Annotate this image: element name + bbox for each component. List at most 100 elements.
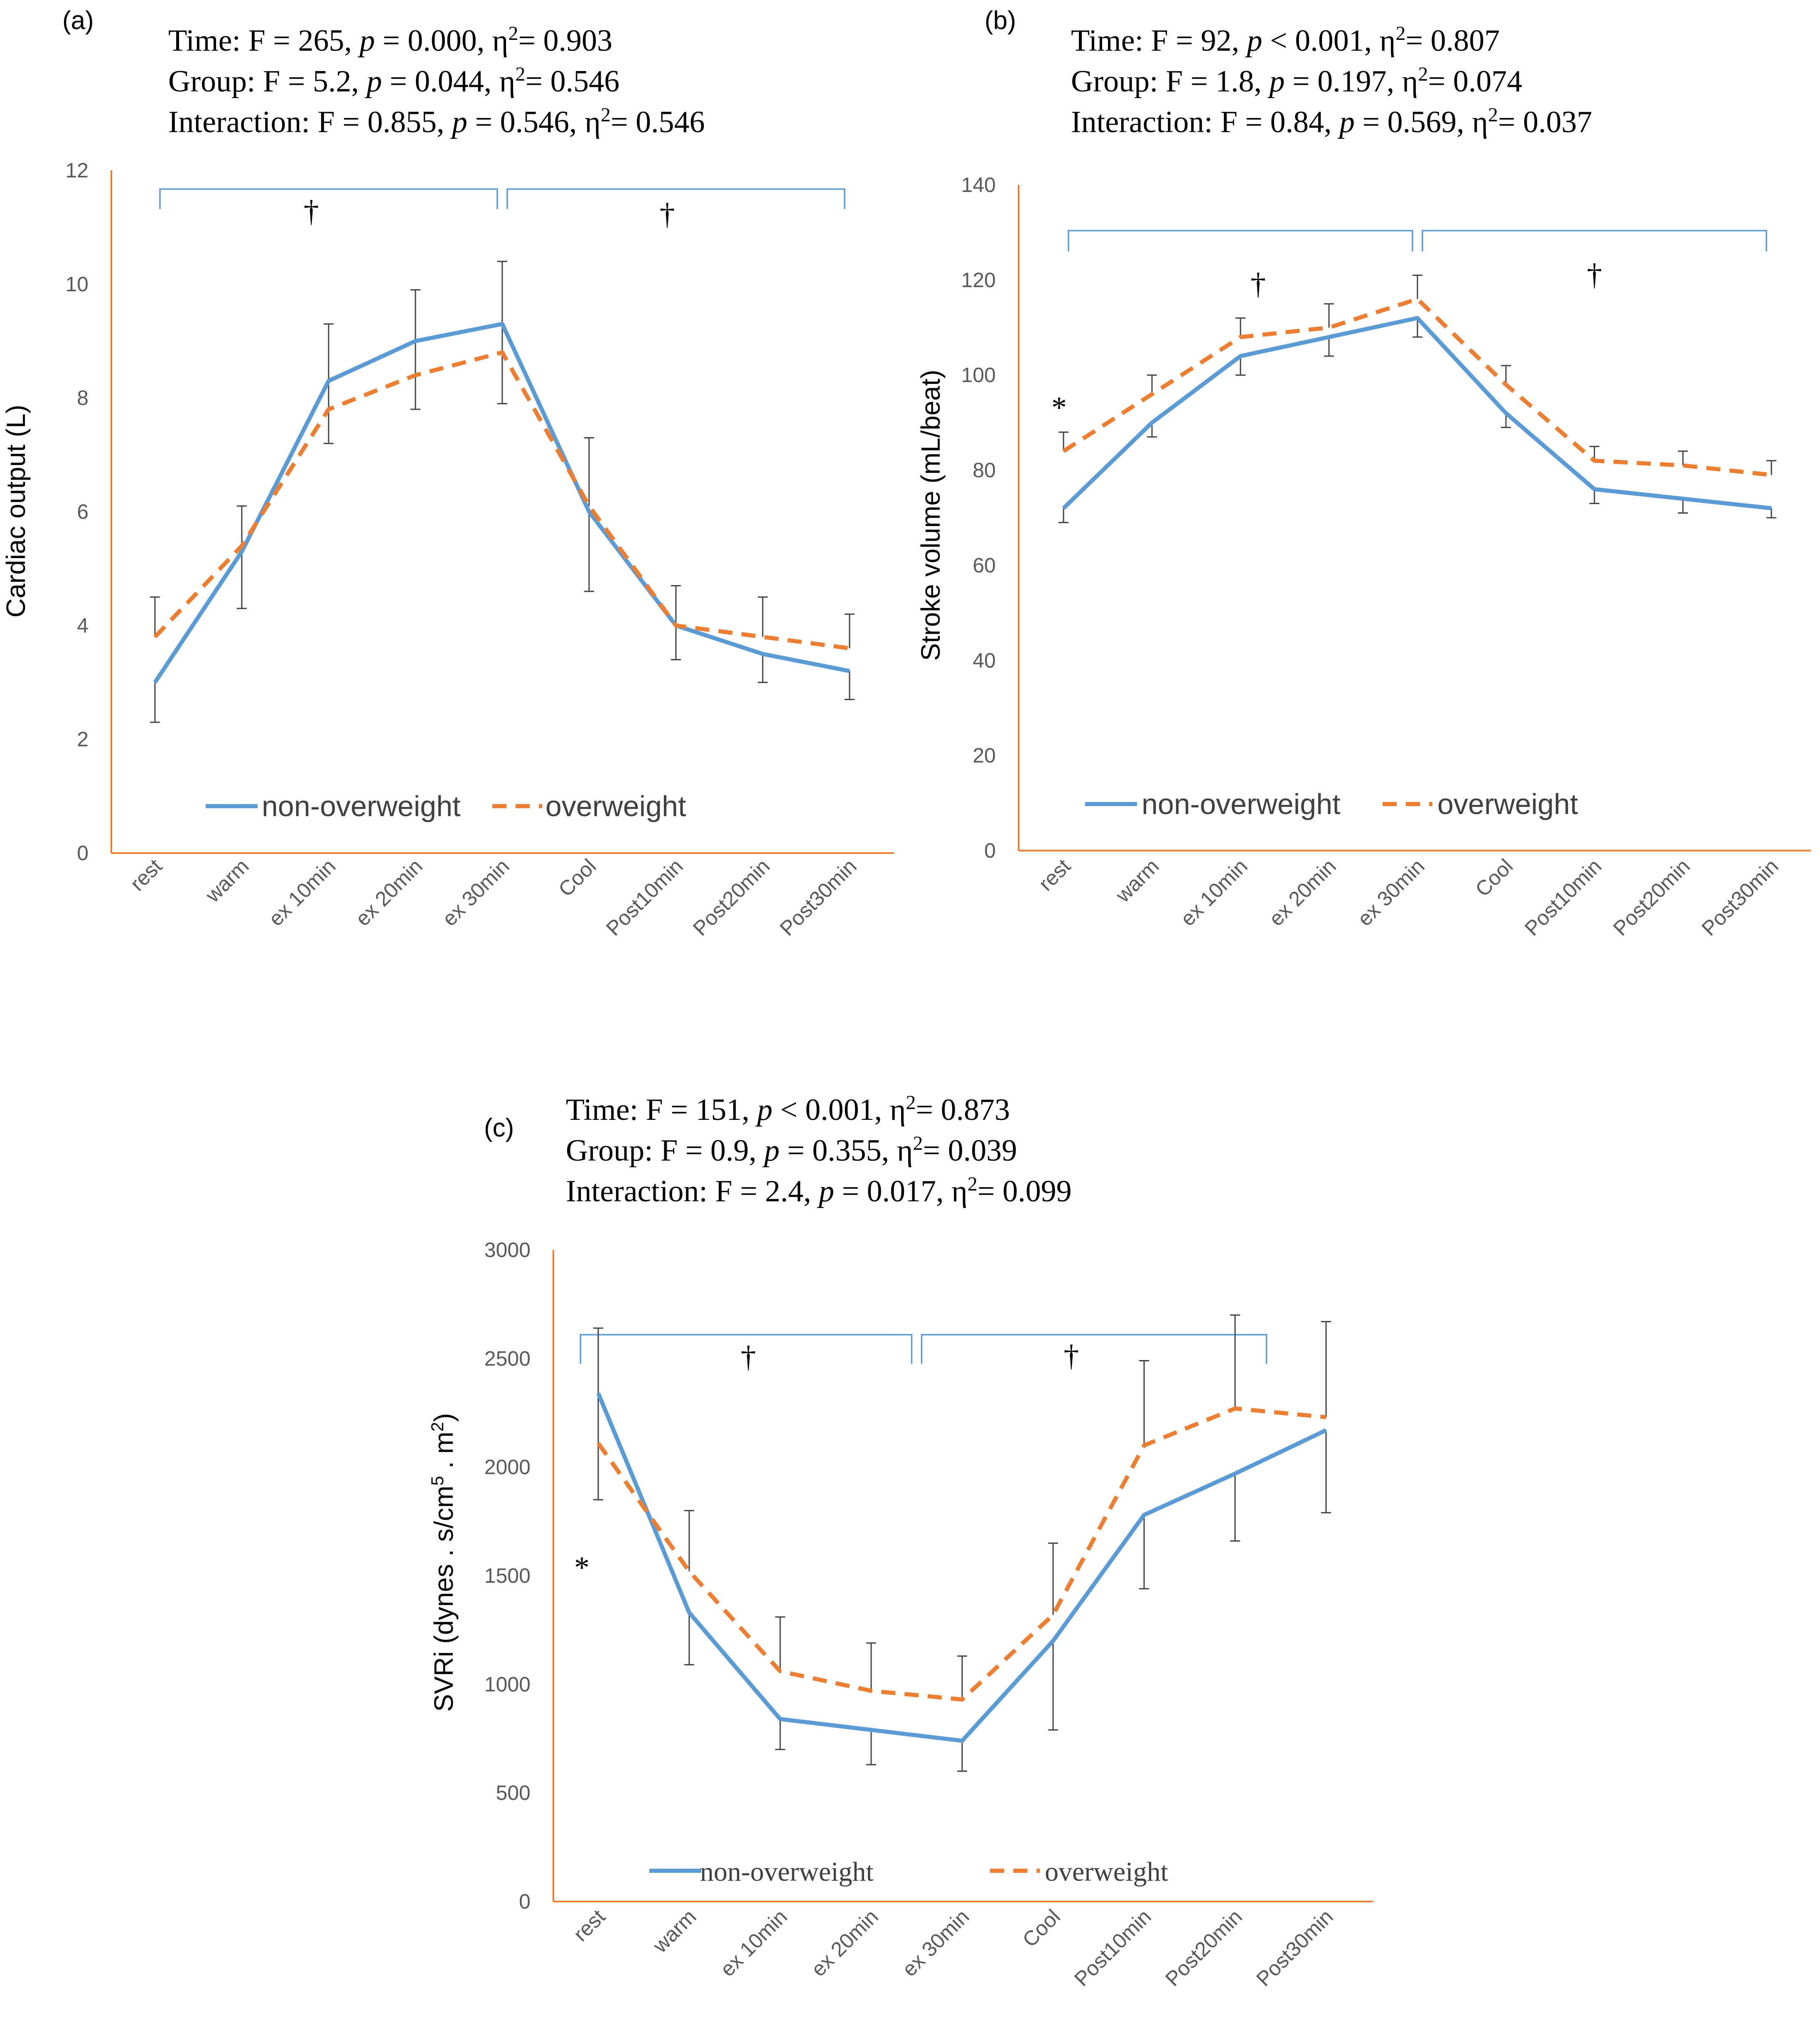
stats-line: Group: F = 5.2, p = 0.044, η2= 0.546: [168, 63, 619, 99]
data-point-overweight: [1682, 465, 1683, 466]
stats-line: Time: F = 265, p = 0.000, η2= 0.903: [168, 22, 612, 58]
x-tick-label: Post20min: [1161, 1905, 1247, 1991]
x-tick-label: ex 20min: [351, 854, 427, 930]
panel-label: (c): [484, 1114, 514, 1142]
stats-label: Interaction:: [566, 1174, 707, 1208]
dagger-marker: †: [304, 194, 319, 229]
y-tick-label: 4: [77, 614, 88, 637]
chart-panel-a: (a) Time: F = 265, p = 0.000, η2= 0.903 Gr…: [1, 6, 894, 940]
y-tick-label: 120: [961, 268, 996, 292]
asterisk-marker: *: [1051, 391, 1067, 425]
series-line-non-overweight: [1062, 316, 1772, 511]
y-tick-label: 10: [65, 273, 88, 296]
data-point-non-overweight: [415, 340, 416, 342]
x-tick-label: Post30min: [775, 854, 861, 940]
dagger-marker: †: [741, 1340, 756, 1374]
stats-eta-symbol: η: [1372, 24, 1395, 58]
significance-bracket: [1422, 230, 1767, 251]
y-label-part: SVRi (dynes . s/cm: [429, 1486, 459, 1712]
significance-bracket: [506, 188, 845, 209]
stats-eta-superscript: 2: [906, 1092, 916, 1114]
chart-panel-c: (c)Time: F = 151, p < 0.001, η2= 0.873Gr…: [427, 1092, 1373, 1991]
y-tick-label: 1500: [484, 1564, 531, 1587]
stats-eta-symbol: η: [944, 1174, 968, 1208]
stats-label: Group:: [168, 64, 255, 98]
text-space: [1143, 24, 1151, 58]
y-tick-label: 80: [973, 459, 996, 482]
stats-line: Group: F = 0.9, p = 0.355, η2= 0.039: [566, 1132, 1017, 1168]
x-tick-label: ex 30min: [1353, 854, 1429, 930]
x-tick-label: Cool: [1471, 854, 1517, 901]
dagger-marker: †: [1064, 1339, 1079, 1373]
x-tick-label: ex 30min: [438, 854, 514, 930]
stats-eta-symbol: η: [889, 1134, 913, 1168]
stats-f-value: F = 0.855,: [318, 105, 445, 139]
data-point-non-overweight: [1682, 498, 1683, 499]
stats-p-symbol: p: [359, 64, 390, 98]
y-tick-label: 3000: [484, 1238, 531, 1262]
text-space: [255, 64, 263, 98]
data-point-non-overweight: [871, 1729, 872, 1731]
data-point-non-overweight: [689, 1612, 690, 1613]
stats-eta-superscript: 2: [508, 22, 518, 44]
text-space: [1213, 105, 1221, 139]
data-point-non-overweight: [1240, 355, 1241, 357]
stats-p-value: = 0.546,: [475, 105, 577, 139]
y-label-superscript: 2: [427, 1422, 447, 1432]
x-tick-label: ex 30min: [898, 1905, 974, 1981]
series-line-overweight: [1062, 297, 1772, 477]
y-label-part: ): [429, 1413, 459, 1422]
stats-p-symbol: p: [1262, 64, 1292, 98]
data-point-non-overweight: [1063, 508, 1064, 509]
text-space: [638, 1093, 646, 1127]
panel-label: (a): [62, 6, 94, 35]
stats-f-value: F = 265,: [248, 24, 352, 58]
stats-p-symbol: p: [1239, 24, 1270, 58]
stats-eta-symbol: η: [882, 1093, 906, 1127]
stats-eta-symbol: η: [577, 105, 601, 139]
stats-line: Interaction: F = 0.855, p = 0.546, η2= 0…: [168, 104, 705, 140]
stats-eta-superscript: 2: [1418, 63, 1428, 85]
y-tick-label: 8: [77, 386, 88, 410]
stats-line: Time: F = 92, p < 0.001, η2= 0.807: [1071, 22, 1500, 58]
stats-p-symbol: p: [811, 1174, 842, 1208]
x-tick-label: Cool: [1018, 1905, 1064, 1951]
x-tick-label: ex 20min: [1265, 854, 1341, 930]
dagger-marker: †: [1587, 258, 1602, 292]
stats-p-symbol: p: [1331, 105, 1362, 139]
y-tick-label: 0: [77, 841, 88, 865]
stats-label: Interaction:: [168, 105, 310, 139]
stats-label: Group:: [566, 1134, 653, 1168]
x-tick-label: warm: [648, 1905, 701, 1958]
data-point-overweight: [689, 1571, 690, 1572]
data-point-overweight: [962, 1699, 963, 1700]
y-tick-label: 100: [961, 364, 996, 387]
y-tick-label: 20: [973, 744, 996, 767]
y-tick-label: 0: [519, 1890, 531, 1913]
stats-eta-value: = 0.074: [1428, 64, 1522, 98]
significance-bracket: [921, 1334, 1267, 1364]
x-tick-label: Post30min: [1252, 1905, 1338, 1991]
stats-p-symbol: p: [749, 1093, 780, 1127]
x-tick-label: Cool: [554, 854, 600, 901]
y-tick-label: 2: [77, 728, 88, 751]
data-point-overweight: [502, 352, 503, 353]
x-tick-label: Post10min: [602, 854, 688, 940]
y-tick-label: 12: [65, 159, 88, 182]
stats-eta-value: = 0.039: [923, 1134, 1017, 1168]
x-tick-label: rest: [1034, 854, 1075, 895]
data-point-overweight: [871, 1690, 872, 1692]
text-space: [241, 24, 248, 58]
stats-line: Interaction: F = 0.84, p = 0.569, η2= 0.…: [1071, 104, 1592, 140]
stats-p-symbol: p: [352, 24, 383, 58]
y-axis-label: Cardiac output (L): [1, 405, 31, 617]
stats-p-symbol: p: [444, 105, 475, 139]
dagger-marker: †: [660, 197, 675, 231]
y-tick-label: 2500: [484, 1347, 531, 1370]
legend-label-overweight: overweight: [1437, 788, 1578, 820]
stats-eta-superscript: 2: [968, 1173, 978, 1195]
data-point-non-overweight: [1594, 489, 1595, 490]
x-tick-label: rest: [125, 854, 167, 895]
y-axis-label: Stroke volume (mL/beat): [916, 370, 946, 661]
